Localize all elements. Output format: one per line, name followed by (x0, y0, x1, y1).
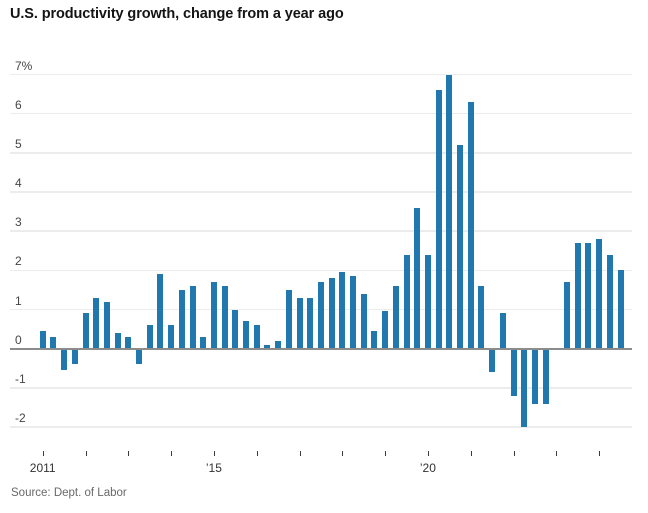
x-axis-tick (171, 451, 173, 456)
bar-2024-q3 (617, 270, 624, 349)
bar-2024-q2 (606, 254, 613, 349)
x-axis-tick (427, 451, 430, 456)
x-axis-tick (299, 451, 301, 456)
bar-2011-q3 (61, 348, 68, 371)
bar-2017-q2 (307, 297, 314, 349)
x-axis-label: 2011 (29, 461, 56, 475)
bar-2012-q1 (82, 313, 89, 349)
bar-2015-q1 (210, 282, 217, 349)
x-axis-tick (470, 451, 472, 456)
x-axis-tick (85, 451, 87, 456)
bar-2012-q3 (103, 301, 110, 349)
x-axis-tick (256, 451, 258, 456)
y-axis-label: 1 (15, 293, 22, 308)
bar-2011-q2 (50, 336, 57, 349)
y-axis-label: 6 (15, 97, 22, 112)
x-axis-tick (599, 451, 601, 456)
y-axis-label: 5 (15, 136, 22, 151)
gridline (10, 387, 632, 389)
bar-2014-q3 (189, 286, 196, 349)
bar-2021-q3 (489, 348, 496, 373)
bar-2014-q1 (168, 325, 175, 349)
bar-2022-q2 (521, 348, 528, 428)
y-axis-label: -1 (15, 371, 26, 386)
x-axis-label: ’20 (419, 461, 436, 475)
bar-2015-q2 (221, 286, 228, 349)
y-axis-label: 4 (15, 176, 22, 191)
bar-2019-q3 (403, 254, 410, 349)
bar-2021-q2 (478, 286, 485, 349)
bar-2013-q3 (146, 325, 153, 349)
bar-2020-q4 (457, 145, 463, 349)
bar-2022-q3 (531, 348, 538, 404)
x-axis-tick (385, 451, 387, 456)
bar-2016-q2 (264, 344, 271, 349)
bar-2018-q3 (360, 293, 367, 349)
bar-2017-q1 (296, 297, 303, 349)
bar-2016-q4 (285, 289, 292, 349)
bar-2017-q3 (317, 282, 324, 349)
bar-2016-q3 (275, 340, 282, 349)
bar-2023-q2 (564, 282, 570, 349)
y-axis-label: -2 (15, 411, 26, 426)
bar-2011-q1 (39, 331, 46, 349)
y-axis-label: 7% (15, 58, 33, 73)
bar-2011-q4 (71, 348, 78, 365)
y-axis-label: 3 (15, 215, 22, 230)
gridline (10, 269, 632, 272)
bar-2020-q3 (446, 74, 453, 349)
bar-2019-q2 (392, 286, 399, 349)
bar-2012-q2 (93, 297, 100, 349)
bar-2020-q2 (435, 90, 442, 349)
y-axis-label: 0 (15, 332, 22, 347)
x-axis-tick (342, 451, 344, 456)
x-axis-tick (213, 451, 216, 456)
x-axis-tick (556, 451, 558, 456)
bar-2016-q1 (253, 325, 260, 349)
bar-2018-q2 (350, 276, 356, 349)
gridline (10, 112, 632, 115)
bar-2014-q4 (200, 336, 207, 349)
y-axis-label: 2 (15, 254, 22, 269)
bar-2024-q1 (596, 239, 603, 349)
bar-2017-q4 (328, 278, 335, 349)
source-note: Source: Dept. of Labor (11, 487, 127, 499)
bar-2013-q2 (136, 348, 142, 365)
x-axis-tick (42, 451, 44, 456)
gridline (10, 152, 632, 154)
bar-2019-q1 (382, 311, 389, 349)
bar-2020-q1 (424, 254, 431, 349)
gridline (10, 230, 632, 232)
bar-2012-q4 (114, 333, 121, 349)
bar-2021-q4 (499, 313, 506, 349)
zero-axis-line (10, 347, 632, 350)
gridline (10, 191, 632, 193)
bar-2018-q1 (339, 272, 346, 349)
x-axis-tick (513, 451, 515, 456)
bar-2018-q4 (371, 331, 378, 349)
bar-2022-q4 (542, 348, 549, 404)
bar-2022-q1 (510, 348, 517, 396)
bar-2021-q1 (467, 101, 474, 349)
gridline (10, 426, 632, 428)
bar-2019-q4 (414, 207, 421, 349)
gridline (10, 73, 632, 76)
bar-2013-q1 (125, 336, 132, 349)
bar-2023-q3 (574, 242, 581, 349)
bar-2013-q4 (157, 274, 164, 349)
chart-title: U.S. productivity growth, change from a … (10, 6, 344, 22)
bar-2015-q3 (232, 309, 239, 349)
bar-2015-q4 (243, 321, 249, 349)
bar-2023-q4 (585, 242, 592, 349)
x-axis-tick (128, 451, 130, 456)
bar-2014-q2 (178, 289, 185, 349)
x-axis-label: ’15 (205, 461, 222, 475)
